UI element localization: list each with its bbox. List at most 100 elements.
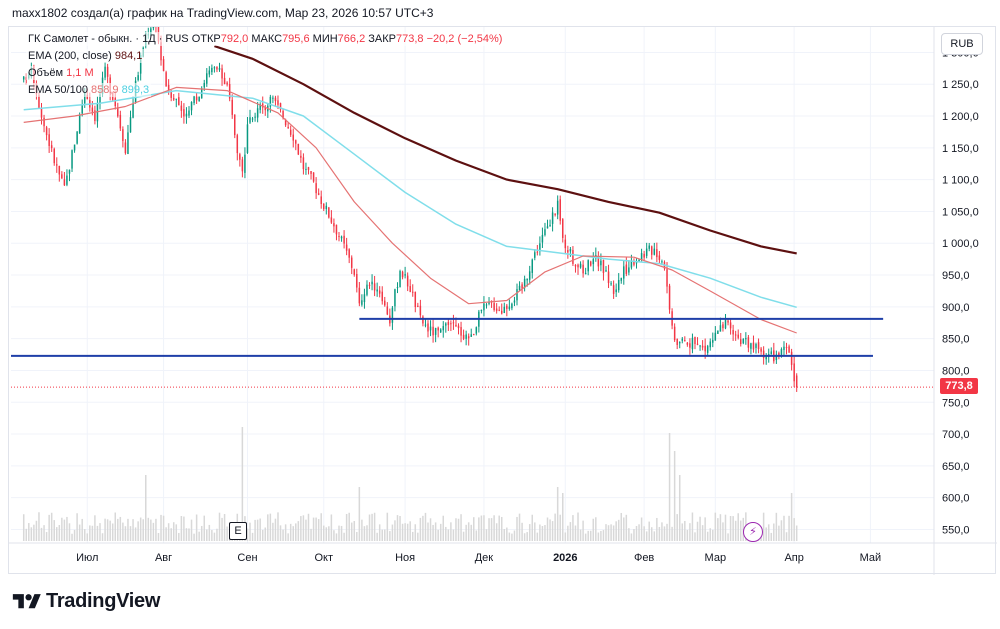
candle-body <box>740 339 742 345</box>
candle-body <box>363 294 366 303</box>
volume-bar <box>607 525 610 541</box>
volume-bar <box>480 515 483 541</box>
y-tick-label: 750,0 <box>942 397 970 409</box>
candle-body <box>467 336 470 339</box>
volume-bar <box>668 433 671 541</box>
candle-body <box>717 330 719 334</box>
candle-body <box>793 363 795 382</box>
x-tick-label: Июл <box>76 552 98 564</box>
candle-body <box>218 67 221 70</box>
volume-bar <box>422 515 424 541</box>
volume-bar <box>147 517 150 541</box>
volume-bar <box>129 526 132 541</box>
candle-body <box>208 70 211 75</box>
legend-ema200-row[interactable]: EMA (200, close) 984,1 <box>26 49 145 63</box>
volume-bar <box>175 524 178 541</box>
volume-bar <box>386 512 389 541</box>
volume-bar <box>541 526 544 541</box>
legend-ema50-100-row[interactable]: EMA 50/100 858,9 899,3 <box>26 83 152 97</box>
candle-body <box>536 251 539 253</box>
volume-bar <box>701 525 704 541</box>
volume-bar <box>358 487 361 541</box>
volume-bar <box>767 524 770 541</box>
candle-body <box>422 316 424 324</box>
candle-body <box>330 217 333 223</box>
volume-bar <box>559 514 561 541</box>
legend-volume-row[interactable]: Объём 1,1 M <box>26 66 96 80</box>
candle-body <box>750 343 752 349</box>
candle-body <box>188 110 190 116</box>
currency-button[interactable]: RUB <box>941 33 983 55</box>
candle-body <box>556 200 559 215</box>
candle-body <box>274 97 277 102</box>
volume-bar <box>170 528 172 541</box>
volume-bar <box>300 516 302 541</box>
volume-bar <box>208 524 211 541</box>
volume-bar <box>119 516 122 541</box>
candle-body <box>546 226 549 229</box>
candle-body <box>279 103 282 110</box>
candle-body <box>676 338 678 345</box>
volume-bar <box>427 522 429 541</box>
volume-bar <box>338 525 340 541</box>
volume-bar <box>518 513 521 541</box>
candle-body <box>589 261 592 266</box>
candle-body <box>183 109 185 117</box>
volume-bar <box>307 513 310 541</box>
candle-body <box>579 263 582 268</box>
volume-bar <box>465 524 467 541</box>
volume-bar <box>602 530 605 541</box>
candle-body <box>597 256 600 267</box>
volume-bar <box>114 512 117 541</box>
candle-body <box>539 243 541 252</box>
candle-body <box>333 223 335 227</box>
tradingview-brand[interactable]: TradingView <box>12 590 160 613</box>
candle-body <box>780 349 783 355</box>
candle-body <box>630 261 633 268</box>
volume-bar <box>292 526 294 541</box>
volume-bar <box>503 528 506 541</box>
candle-body <box>48 134 50 146</box>
volume-bar <box>43 525 45 541</box>
volume-bar <box>577 512 579 541</box>
volume-bar <box>452 529 455 541</box>
candle-body <box>259 104 261 110</box>
candle-body <box>447 322 450 325</box>
lightning-icon[interactable]: ⚡ <box>743 522 763 542</box>
candle-body <box>526 278 528 281</box>
candle-body <box>325 205 328 210</box>
candle-body <box>376 289 378 292</box>
volume-bar <box>211 530 213 541</box>
volume-bar <box>447 529 450 541</box>
volume-bar <box>310 528 312 541</box>
volume-bar <box>488 518 490 541</box>
candle-body <box>234 114 236 136</box>
volume-bar <box>76 513 78 541</box>
candle-body <box>340 236 343 239</box>
candle-body <box>170 90 172 98</box>
legend-symbol[interactable]: ГК Самолет - обыкн. · 1Д · RUS <box>28 33 189 45</box>
candle-body <box>404 274 406 276</box>
y-tick-label: 650,0 <box>942 461 970 473</box>
volume-bar <box>193 533 195 541</box>
volume-bar <box>783 515 785 541</box>
volume-bar <box>22 514 25 541</box>
volume-bar <box>620 512 622 541</box>
volume-bar <box>610 524 612 541</box>
candle-body <box>361 300 363 305</box>
volume-bar <box>267 514 269 541</box>
volume-bar <box>628 528 630 541</box>
earnings-badge[interactable]: E <box>229 522 247 540</box>
volume-bar <box>190 519 193 541</box>
candle-body <box>439 329 442 333</box>
volume-bar <box>277 512 279 541</box>
candlestick-chart[interactable]: 1 300,01 250,01 200,01 150,01 100,01 050… <box>9 27 997 575</box>
volume-bar <box>625 514 628 541</box>
chart-area[interactable]: 1 300,01 250,01 200,01 150,01 100,01 050… <box>8 26 997 575</box>
candle-body <box>681 338 684 341</box>
volume-bar <box>94 515 96 541</box>
candle-body <box>348 249 350 258</box>
volume-bar <box>780 520 783 541</box>
volume-bar <box>50 512 53 541</box>
candle-body <box>198 96 200 102</box>
